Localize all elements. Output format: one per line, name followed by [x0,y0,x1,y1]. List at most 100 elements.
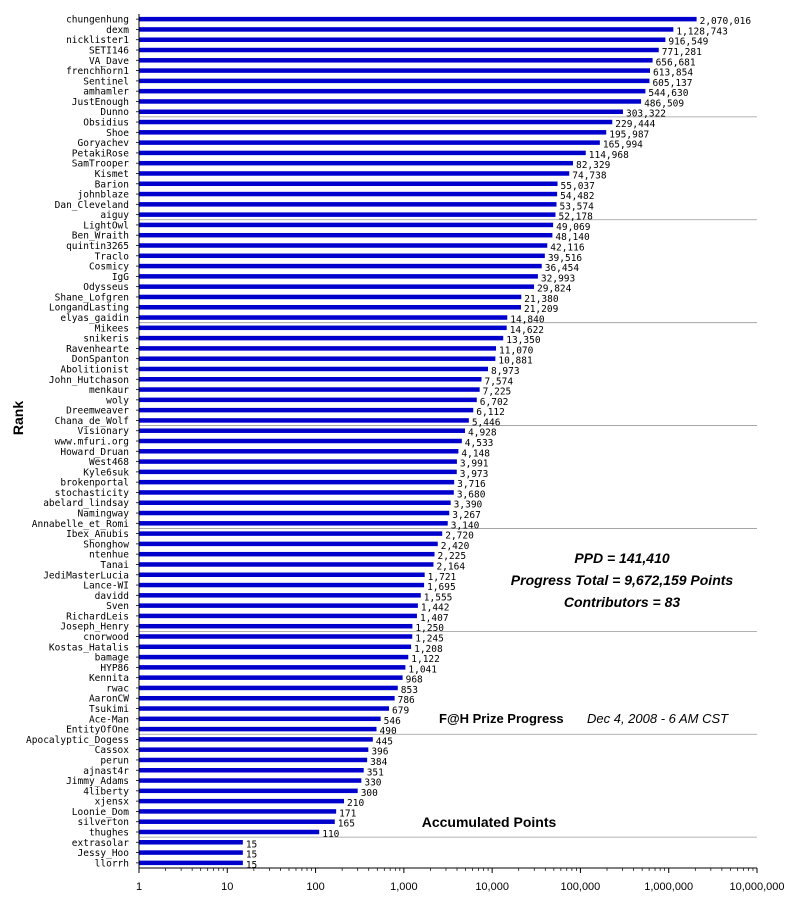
bar [139,737,373,742]
category-label: Odysseus [83,282,129,293]
value-label: 3,716 [457,479,486,490]
value-label: 10,881 [498,356,533,367]
value-label: 1,041 [408,664,437,675]
category-label: Dreemweaver [66,406,129,417]
value-label: 210 [347,798,364,809]
category-label: SETI146 [89,46,129,57]
category-label: chungenhung [66,15,129,26]
value-label: 21,209 [524,304,559,315]
bar [139,490,454,495]
bar [139,140,600,145]
bar [139,37,666,42]
bar [139,716,381,722]
category-label: Visionary [78,426,130,437]
value-label: 3,390 [454,500,483,511]
category-label: Howard_Druan [60,447,129,458]
bar [139,634,413,639]
category-label: West468 [89,457,129,468]
value-label: 8,973 [491,366,520,377]
category-label: HYP86 [100,663,129,674]
value-label: 544,630 [648,88,688,99]
value-label: 2,720 [445,531,474,542]
bar [139,428,466,433]
bar [139,315,508,320]
bar [139,181,558,187]
bars [136,16,697,866]
bar [139,623,413,629]
value-label: 39,516 [548,253,583,264]
x-tick-label: 1,000 [390,881,418,893]
value-label: 165 [338,819,355,830]
bar [139,202,557,207]
value-label: 384 [370,757,387,768]
bar [139,438,462,444]
value-label: 6,702 [480,397,509,408]
category-label: Tanai [100,560,129,571]
grid-lines [139,116,757,838]
category-label: Cassox [95,745,130,756]
bar [139,531,443,536]
value-label: 3,973 [460,469,489,480]
bar [139,99,642,104]
category-label: ajnast4r [83,766,129,777]
category-label: Obsidius [83,118,129,129]
bar [139,603,418,608]
progress-total-annotation: Progress Total = 9,672,159 Points [511,572,734,588]
bar [139,356,496,361]
value-label: 4,928 [468,428,497,439]
bar [139,304,521,310]
bar [139,150,586,156]
value-label: 7,225 [483,387,512,398]
bar [139,500,451,505]
category-label: bamage [95,653,130,664]
bar [139,418,469,423]
bar [139,685,398,691]
category-label: Kennita [89,673,129,684]
value-label: 605,137 [652,78,692,89]
bar [139,160,573,166]
bar [139,16,697,22]
value-label: 53,574 [559,201,594,212]
value-label: 4,148 [461,448,490,459]
category-label: Joseph_Henry [60,622,129,633]
value-label: 15 [246,850,257,861]
axes [138,14,757,869]
category-label: Apocalyptic_Dogess [26,735,129,746]
x-tick-label: 10,000,000 [729,881,784,893]
x-tick-label: 1 [136,881,142,893]
value-label: 445 [376,736,393,747]
value-label: 165,994 [603,140,643,151]
bar [139,510,450,516]
category-label: IgG [112,272,129,283]
value-label: 29,824 [537,284,572,295]
value-label: 2,420 [441,541,470,552]
bar [139,479,455,485]
category-label: elyas_gaidin [60,313,129,324]
value-label: 3,267 [452,510,481,521]
category-label: John_Hutchason [49,375,129,386]
category-labels: chungenhungdexmnicklister1SETI146VA_Dave… [26,15,129,870]
value-label: 853 [401,685,418,696]
value-label: 15 [246,839,257,850]
value-label: 14,840 [510,315,545,326]
category-label: xjensx [95,797,130,808]
bar [139,778,362,783]
x-tick-label: 10 [221,881,233,893]
category-label: SamTrooper [72,159,129,170]
category-label: Kismet [95,169,129,180]
value-label: 3,680 [457,489,486,500]
bar [139,768,364,773]
value-labels: 2,070,0161,128,743916,549771,281656,6816… [246,16,752,871]
category-label: LongandLasting [49,303,129,314]
contributors-annotation: Contributors = 83 [564,594,681,610]
bar [139,397,477,403]
category-label: llorrh [95,858,129,869]
category-label: 4liberty [83,786,129,797]
bar [139,294,522,300]
bar [139,88,646,94]
bar [139,222,554,228]
value-label: 1,250 [415,623,444,634]
bar [139,850,243,855]
bar [139,119,613,125]
category-label: brokenportal [60,478,129,489]
